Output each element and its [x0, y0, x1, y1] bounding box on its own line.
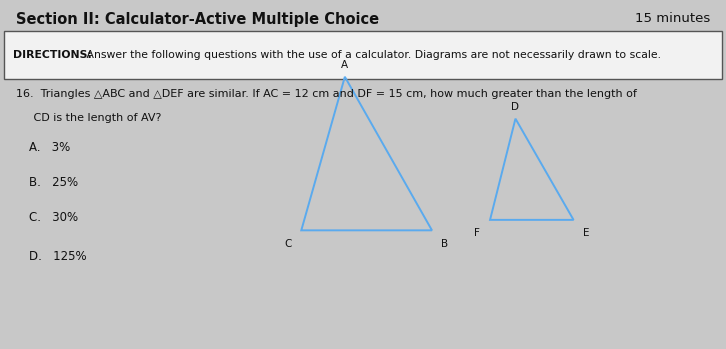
Text: B.   25%: B. 25%	[29, 176, 78, 189]
Text: CD is the length of AV?: CD is the length of AV?	[16, 113, 161, 124]
Text: A: A	[341, 60, 348, 69]
Text: Answer the following questions with the use of a calculator. Diagrams are not ne: Answer the following questions with the …	[83, 50, 661, 60]
Text: F: F	[474, 228, 480, 238]
Text: A.   3%: A. 3%	[29, 141, 70, 154]
Text: C: C	[285, 239, 292, 249]
Text: E: E	[584, 228, 590, 238]
Text: 16.  Triangles △ABC and △DEF are similar. If AC = 12 cm and DF = 15 cm, how much: 16. Triangles △ABC and △DEF are similar.…	[16, 89, 637, 99]
Text: 15 minutes: 15 minutes	[635, 12, 710, 25]
Text: Section II: Calculator-Active Multiple Choice: Section II: Calculator-Active Multiple C…	[16, 12, 379, 27]
Text: B: B	[441, 239, 449, 249]
Text: D.   125%: D. 125%	[29, 250, 86, 262]
Text: DIRECTIONS:: DIRECTIONS:	[13, 50, 92, 60]
Text: C.   30%: C. 30%	[29, 211, 78, 224]
Text: D: D	[511, 102, 520, 112]
FancyBboxPatch shape	[4, 31, 722, 79]
